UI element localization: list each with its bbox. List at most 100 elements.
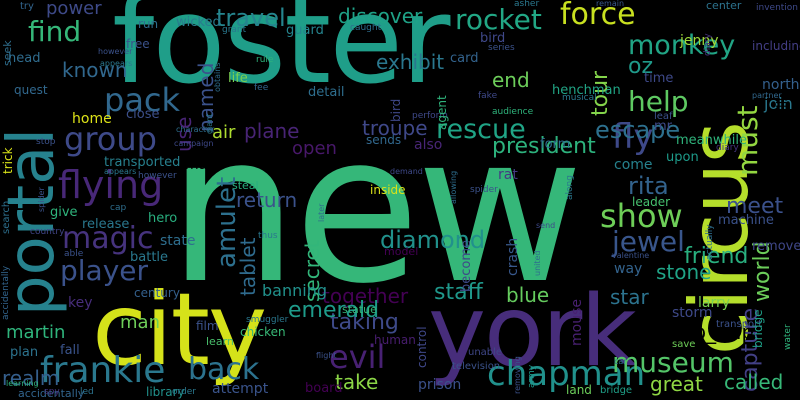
word-president: plane <box>244 119 300 143</box>
word-diamond: star <box>610 285 649 309</box>
word-partner: actually <box>705 224 715 260</box>
word-magic: magic <box>62 221 154 256</box>
word-demand: appears <box>104 167 137 176</box>
word-bridge: bridge <box>751 309 765 348</box>
word-learning: valentine <box>612 251 650 260</box>
word-york: york <box>428 275 637 389</box>
word-release: group_small <box>130 157 215 173</box>
word-center: partner <box>752 91 782 100</box>
word-time: jenny <box>680 33 719 49</box>
word-meet: group_dup_guard <box>648 320 800 344</box>
word-stone: called <box>724 370 784 394</box>
word-end: air <box>212 122 236 143</box>
word-trick: head <box>8 51 41 66</box>
word-send: smuggler <box>246 315 289 325</box>
word-jenny: including <box>752 39 800 53</box>
word-perform: united <box>533 250 542 277</box>
word-agent: agent <box>435 95 449 130</box>
word-film: learn <box>206 335 234 348</box>
word-search: trick <box>1 147 15 174</box>
word-thus: character <box>176 125 215 134</box>
word-meanwhile: mr <box>654 119 673 134</box>
word-attempt: prison <box>418 377 462 393</box>
word-us: escape <box>595 116 681 144</box>
word-obtain: later <box>317 203 326 222</box>
word-pack: pack <box>104 81 181 119</box>
word-try: free <box>126 37 150 51</box>
word-known: home <box>72 111 112 127</box>
word-henchman: henchman <box>552 83 621 98</box>
word-giant: rule <box>256 55 274 65</box>
word-accidentally: accidentally <box>1 265 11 320</box>
word-however: however <box>98 47 133 56</box>
word-allowing: however <box>138 171 177 181</box>
word-battle: release <box>82 217 130 232</box>
word-kate: perform <box>412 111 448 121</box>
word-travel: travel <box>216 4 286 32</box>
word-state: hero <box>148 211 178 226</box>
word-north: time <box>644 71 674 86</box>
word-city: city <box>92 271 267 388</box>
word-human: human <box>374 333 416 347</box>
word-valentine: allowing <box>449 170 458 204</box>
word-sky: demand <box>390 167 423 176</box>
word-control: form <box>540 137 571 152</box>
word-force: force <box>560 0 636 32</box>
word-hostage: discover <box>338 4 423 28</box>
word-card: bird <box>480 31 506 46</box>
word-come: upon <box>666 150 699 165</box>
word-larry: way <box>614 261 643 277</box>
word-mouse: chicken <box>240 325 286 339</box>
word-form: control <box>415 326 429 368</box>
word-run: grant <box>222 25 247 35</box>
word-realm: fall <box>60 343 80 358</box>
word-power: close <box>126 107 160 122</box>
word-guard: card <box>450 51 479 66</box>
word-show: show <box>600 197 683 235</box>
word-caught: fake <box>478 91 498 101</box>
word-exhibit: known <box>62 58 128 82</box>
word-series: musical <box>562 93 597 103</box>
word-transported: attempt <box>212 381 269 397</box>
word-board: land <box>566 383 592 397</box>
word-key: state <box>160 233 196 249</box>
word-spy: country <box>30 227 65 237</box>
word-transport: army <box>527 364 537 388</box>
word-order: spy <box>44 387 60 397</box>
word-hero: give <box>50 205 78 220</box>
word-appears: appears <box>100 59 133 68</box>
word-diary: diary <box>703 33 713 56</box>
word-land: library <box>146 385 185 399</box>
word-prison: bridge <box>600 385 633 396</box>
word-stop: fee <box>254 83 269 93</box>
word-also: also <box>414 137 443 153</box>
word-player: player <box>60 254 149 287</box>
word-air: exhibit <box>376 50 445 74</box>
word-library: storm <box>672 305 713 321</box>
word-leader: come <box>614 157 653 173</box>
word-group: group <box>64 120 157 158</box>
word-tablet: together <box>322 284 409 308</box>
word-tour: emerald <box>288 298 380 323</box>
word-united: able <box>64 249 84 259</box>
word-mr: join <box>764 94 793 113</box>
word-audience: diary <box>716 143 739 153</box>
word-water: transport <box>716 319 763 330</box>
word-campaign: obtains <box>213 62 222 92</box>
word-asher: center <box>706 0 742 12</box>
word-spider: spider <box>37 187 46 212</box>
word-smuggler: along <box>565 175 575 200</box>
word-leaf: remain <box>596 0 625 8</box>
word-frankie: frankie <box>40 350 166 391</box>
word-century: battle <box>130 250 169 265</box>
word-emerald: blue <box>506 283 550 307</box>
word-star: friend <box>684 244 749 269</box>
word-set: board <box>305 381 343 396</box>
word-back: back <box>188 352 260 387</box>
word-army: television <box>452 361 501 372</box>
word-staff: rita <box>628 172 669 200</box>
word-detail: detail <box>308 85 345 100</box>
word-plan: key <box>68 295 93 311</box>
word-free: wicked <box>176 15 221 30</box>
word-give: transported <box>104 155 181 170</box>
